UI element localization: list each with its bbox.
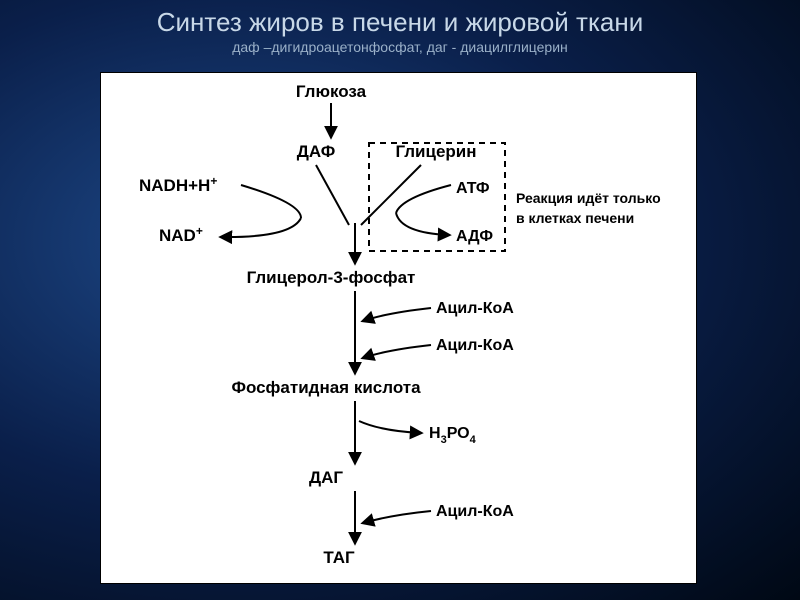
label-acyl3: Ацил-КоА [436, 503, 514, 520]
node-dag: ДАГ [309, 468, 343, 487]
label-nadhh: NADH+H+ [139, 174, 217, 195]
arc-atp-in [396, 185, 451, 213]
node-g3p: Глицерол-3-фосфат [247, 268, 416, 287]
label-atp: АТФ [456, 180, 490, 197]
pathway-diagram: Глюкоза ДАФ Глицерин NADH+H+ NAD+ АТФ АД… [101, 73, 696, 583]
label-h3po4: Н3РО4 [429, 425, 477, 446]
arc-acyl3 [363, 511, 431, 523]
label-acyl1: Ацил-КоА [436, 300, 514, 317]
arc-acyl1 [363, 308, 431, 321]
diagram-panel: Глюкоза ДАФ Глицерин NADH+H+ NAD+ АТФ АД… [100, 72, 697, 584]
edge-daf-down [316, 165, 349, 225]
slide-title: Синтез жиров в печени и жировой ткани [20, 8, 780, 37]
node-daf: ДАФ [297, 142, 335, 161]
note-line1: Реакция идёт только [516, 190, 661, 206]
node-glucose: Глюкоза [296, 82, 367, 101]
node-glycerin: Глицерин [395, 142, 476, 161]
label-nad: NAD+ [159, 224, 203, 245]
arc-h3po4 [359, 421, 421, 433]
slide-subtitle: даф –дигидроацетонфосфат, даг - диацилгл… [20, 39, 780, 55]
note-line2: в клетках печени [516, 210, 634, 226]
arc-nad-out [221, 218, 301, 237]
label-acyl2: Ацил-КоА [436, 337, 514, 354]
label-adp: АДФ [456, 228, 493, 245]
arc-adp-out [396, 213, 449, 235]
arc-acyl2 [363, 345, 431, 358]
arc-nadh-in [241, 185, 301, 218]
node-pa: Фосфатидная кислота [231, 378, 421, 397]
node-tag: ТАГ [323, 548, 355, 567]
